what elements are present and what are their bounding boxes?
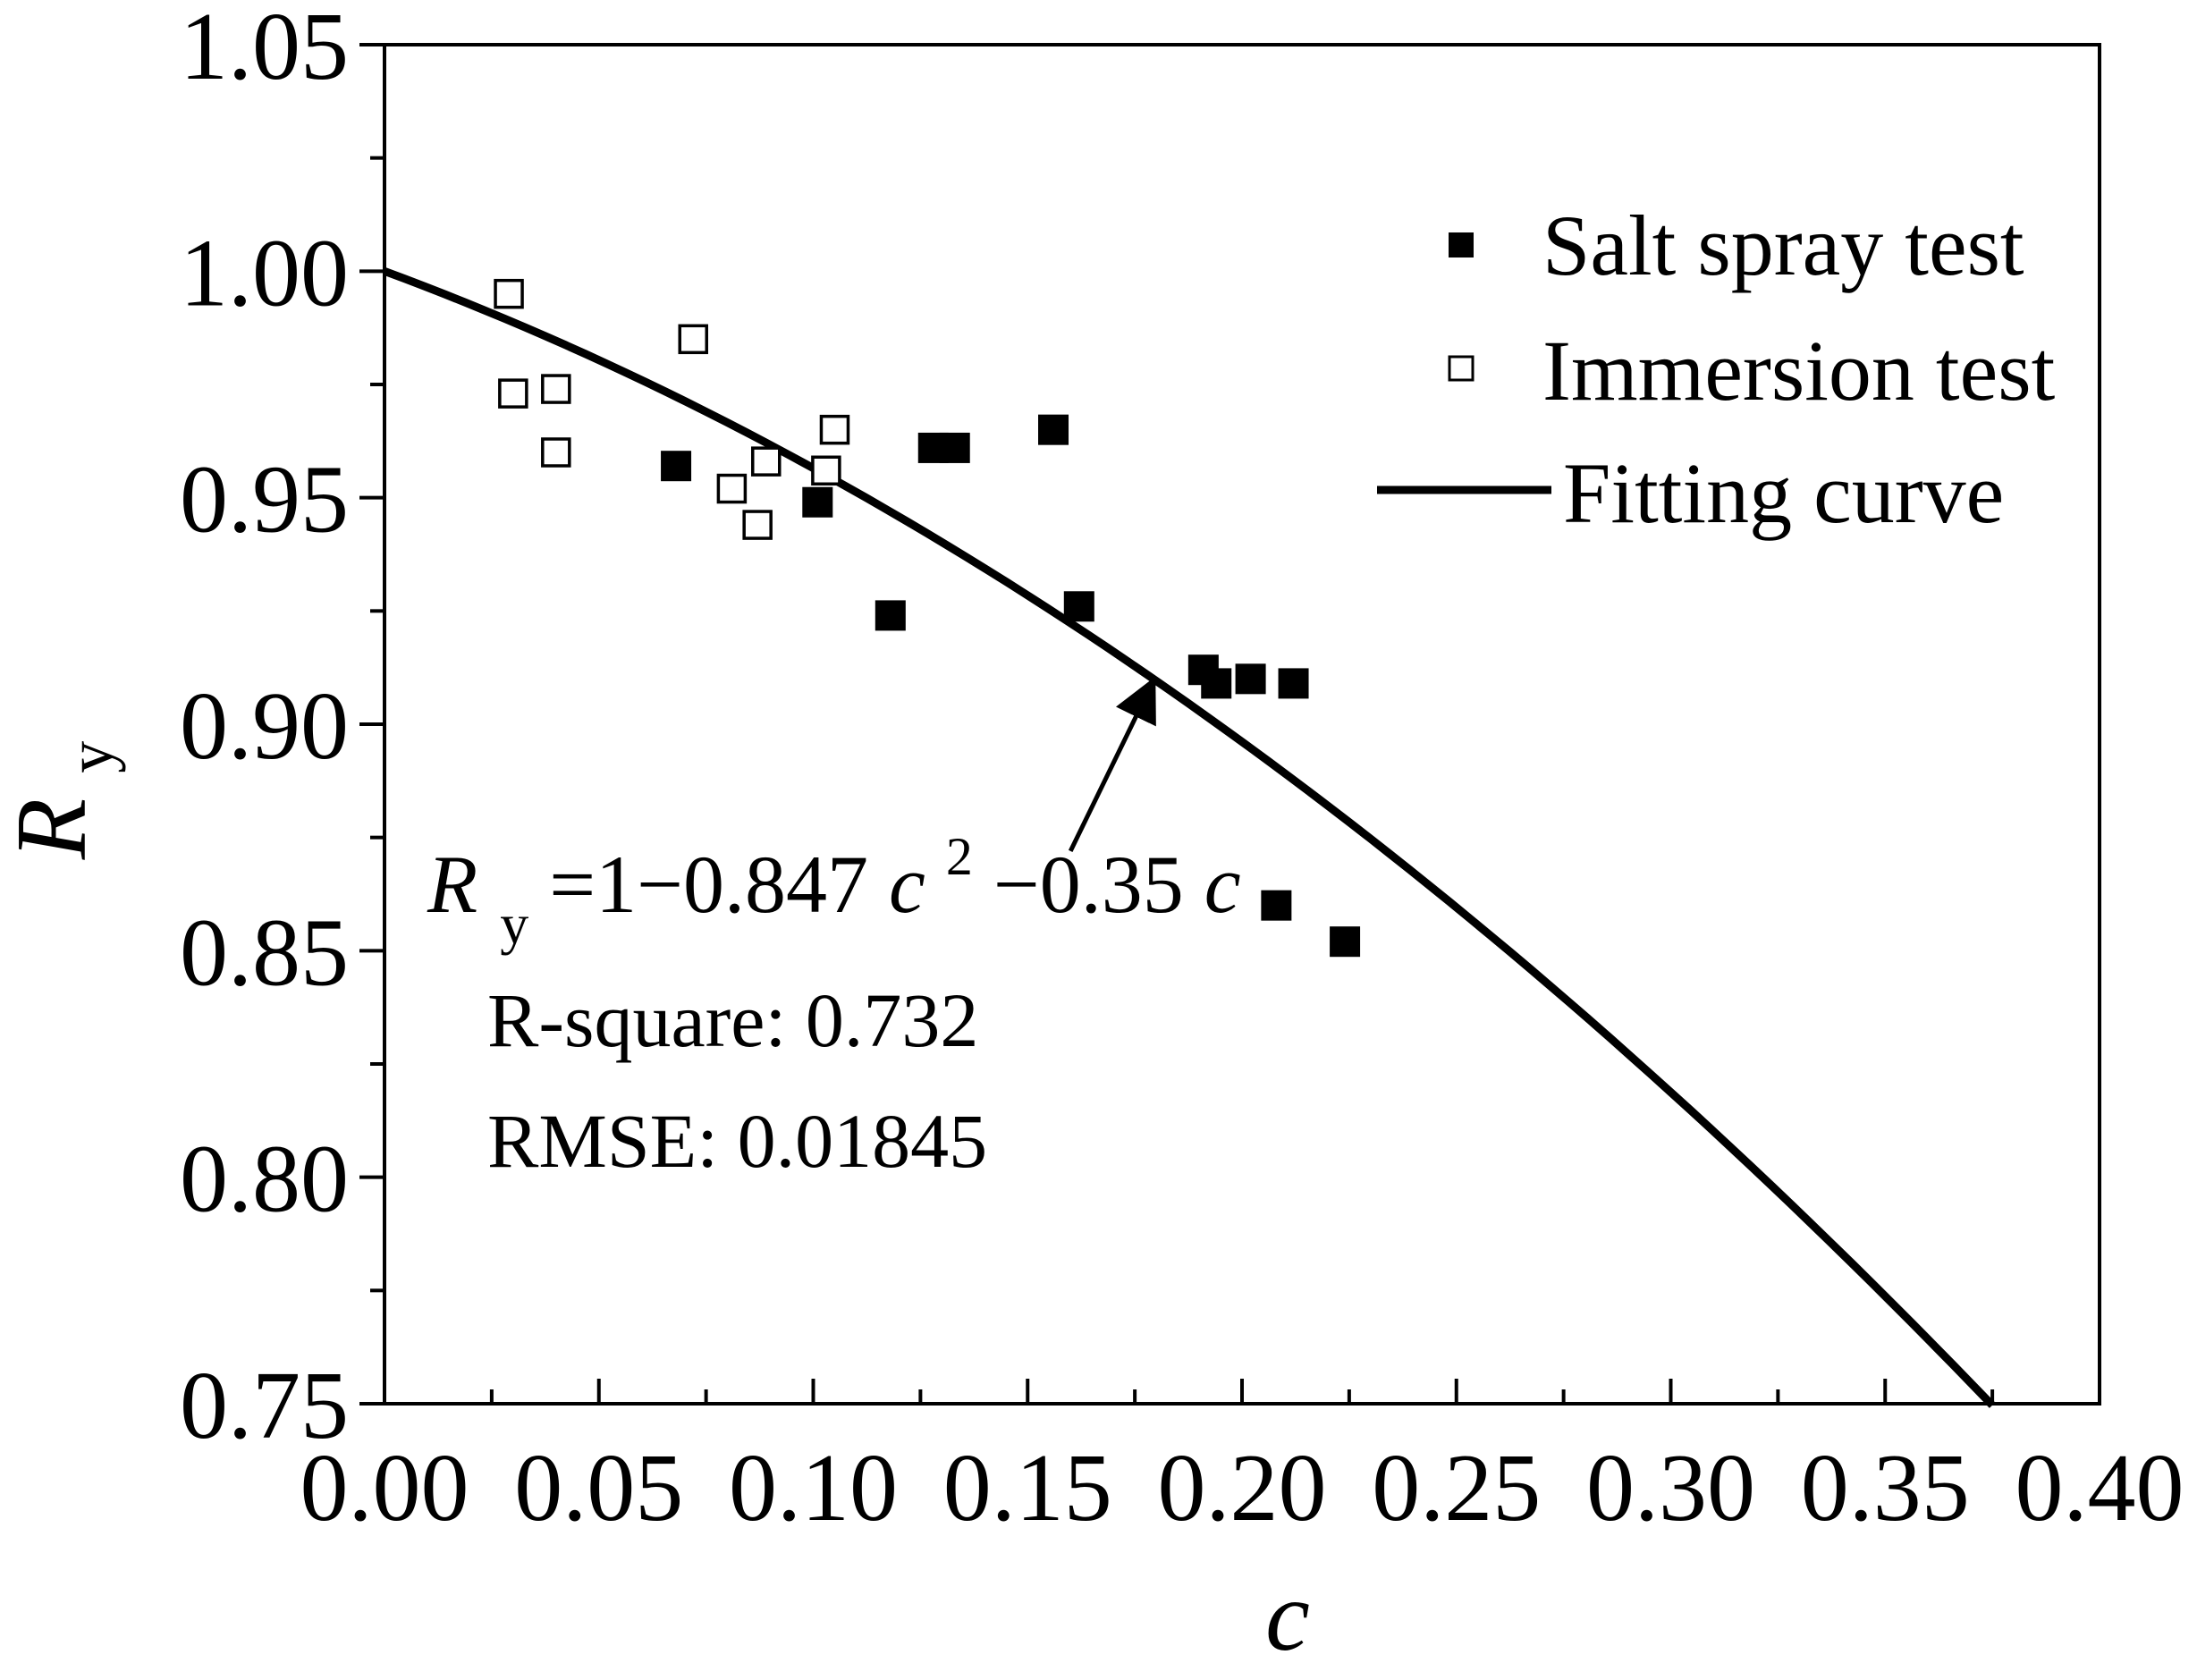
salt-spray-point bbox=[1063, 591, 1094, 622]
salt-spray-point bbox=[802, 486, 833, 518]
x-tick-label: 0.15 bbox=[943, 1435, 1112, 1541]
immersion-point bbox=[751, 446, 782, 477]
x-tick-label: 0.05 bbox=[514, 1435, 683, 1541]
legend-label-immersion: Immersion test bbox=[1542, 323, 2056, 418]
immersion-point bbox=[811, 455, 841, 486]
x-tick-label: 0.30 bbox=[1586, 1435, 1755, 1541]
r-square-label: R-square: 0.732 bbox=[487, 977, 978, 1063]
x-tick-label: 0.10 bbox=[729, 1435, 898, 1541]
equation-superscript: 2 bbox=[946, 827, 973, 886]
x-tick-label: 0.20 bbox=[1158, 1435, 1327, 1541]
legend-marker-immersion bbox=[1448, 355, 1475, 382]
equation-lhs: R bbox=[427, 839, 477, 930]
equation-var2: c bbox=[1204, 839, 1241, 930]
y-tick-label: 0.80 bbox=[180, 1127, 349, 1233]
x-axis-title: c bbox=[1265, 1561, 1310, 1672]
equation-arrow bbox=[1068, 676, 1156, 852]
immersion-point bbox=[819, 414, 850, 445]
y-axis-title-main: R bbox=[0, 798, 107, 860]
salt-spray-point bbox=[1261, 890, 1292, 921]
y-tick-label: 0.95 bbox=[180, 447, 349, 553]
legend-label-fitting-curve: Fitting curve bbox=[1563, 445, 2004, 541]
y-tick-label: 1.00 bbox=[180, 220, 349, 326]
immersion-point bbox=[541, 437, 571, 468]
equation-lhs-subscript: y bbox=[500, 892, 528, 956]
y-tick-label: 0.85 bbox=[180, 899, 349, 1006]
equation-var1: c bbox=[889, 839, 925, 930]
rmse-label: RMSE: 0.01845 bbox=[487, 1098, 987, 1184]
x-tick-label: 0.00 bbox=[300, 1435, 469, 1541]
salt-spray-point bbox=[1235, 663, 1266, 695]
y-axis-ticks: 0.75 0.80 0.85 0.90 0.95 1.00 1.05 bbox=[180, 0, 384, 1459]
equation-rhs-b: −0.35 bbox=[993, 839, 1184, 930]
x-axis-ticks: 0.00 0.05 0.10 0.15 0.20 0.25 0.30 0.35 0.40 bbox=[300, 1379, 2184, 1541]
immersion-point bbox=[498, 378, 528, 409]
immersion-point bbox=[494, 278, 524, 309]
data-points bbox=[494, 278, 1361, 958]
equation-rhs-a: =1−0.847 bbox=[549, 839, 868, 930]
salt-spray-point bbox=[1201, 668, 1232, 699]
salt-spray-point bbox=[661, 451, 692, 482]
legend: Salt spray test Immersion test Fitting c… bbox=[1377, 198, 2056, 541]
y-axis-title-subscript: y bbox=[55, 741, 126, 773]
immersion-point bbox=[678, 324, 708, 355]
salt-spray-point bbox=[939, 432, 970, 463]
x-tick-label: 0.35 bbox=[1801, 1435, 1970, 1541]
immersion-point bbox=[541, 374, 571, 404]
y-tick-label: 0.90 bbox=[180, 673, 349, 780]
fitting-curve-line bbox=[383, 267, 1996, 1408]
legend-label-salt-spray: Salt spray test bbox=[1542, 198, 2024, 293]
x-tick-label: 0.25 bbox=[1372, 1435, 1541, 1541]
legend-marker-salt-spray bbox=[1449, 232, 1474, 257]
immersion-point bbox=[742, 510, 773, 540]
x-tick-label: 0.40 bbox=[2015, 1435, 2184, 1541]
y-tick-label: 1.05 bbox=[180, 0, 349, 100]
salt-spray-point bbox=[875, 600, 906, 631]
salt-spray-point bbox=[1038, 414, 1069, 445]
fit-equation: R y =1−0.847 c 2 −0.35 c bbox=[427, 801, 1241, 961]
immersion-point bbox=[716, 473, 748, 504]
y-tick-label: 0.75 bbox=[180, 1353, 349, 1459]
salt-spray-point bbox=[1330, 926, 1361, 958]
y-axis-title: R y bbox=[0, 741, 126, 860]
salt-spray-point bbox=[1278, 668, 1309, 699]
svg-text:R y: R y bbox=[0, 741, 126, 860]
